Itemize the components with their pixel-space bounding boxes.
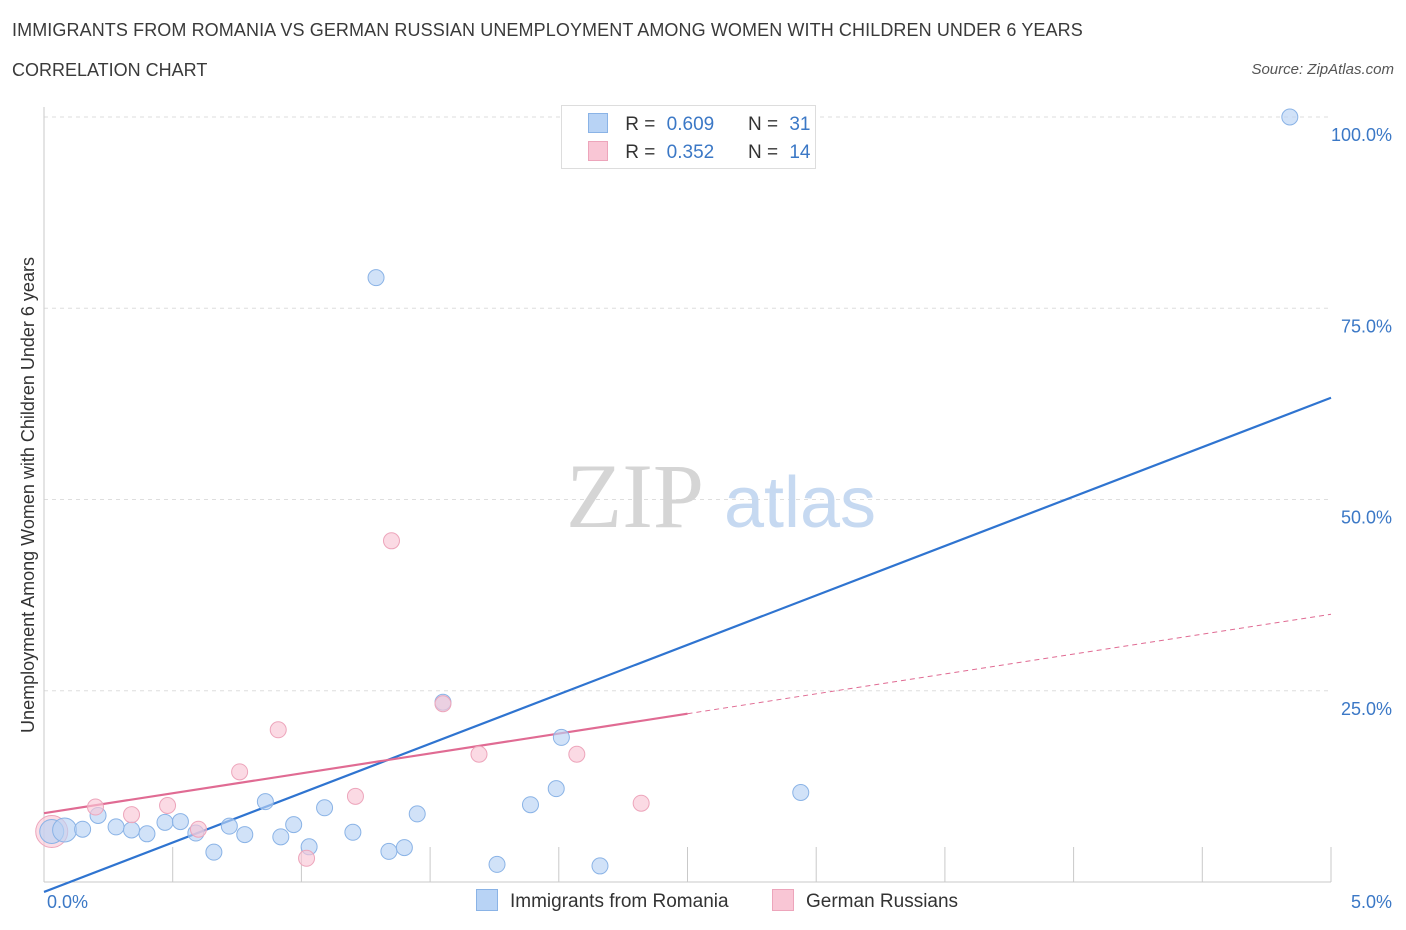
stats-row-german-russians: R = 0.352 N = 14 bbox=[588, 141, 810, 165]
data-point-romania bbox=[344, 823, 362, 841]
data-point-romania bbox=[123, 821, 141, 839]
data-point-german-russians bbox=[298, 849, 316, 867]
data-point-german-russians bbox=[189, 820, 207, 838]
r-label: R = bbox=[625, 142, 656, 163]
data-point-romania bbox=[488, 855, 506, 873]
data-point-romania bbox=[380, 842, 398, 860]
y-tick-label: 100.0% bbox=[1331, 125, 1392, 145]
data-points bbox=[35, 108, 1299, 875]
n-value-german-russians: 14 bbox=[789, 142, 811, 163]
y-tick-label: 25.0% bbox=[1341, 699, 1392, 719]
swatch-german-russians bbox=[588, 141, 608, 161]
data-point-romania bbox=[1281, 108, 1299, 126]
stats-legend: R = 0.609 N = 31 R = 0.352 N = 14 bbox=[561, 105, 816, 169]
data-point-german-russians bbox=[86, 798, 104, 816]
swatch-romania bbox=[588, 113, 608, 133]
legend-item-romania[interactable]: Immigrants from Romania bbox=[476, 889, 729, 913]
trend-line-german-russians-extension bbox=[687, 613, 1332, 715]
data-point-german-russians bbox=[231, 763, 249, 781]
watermark-atlas: atlas bbox=[724, 463, 876, 543]
data-point-romania bbox=[521, 796, 539, 814]
data-point-german-russians bbox=[568, 745, 586, 763]
data-point-german-russians bbox=[269, 721, 287, 739]
tick-labels: 25.0% 50.0% 75.0% 100.0% 0.0% 5.0% bbox=[47, 125, 1392, 912]
trend-lines bbox=[43, 396, 1332, 893]
data-point-romania bbox=[74, 820, 92, 838]
data-point-german-russians bbox=[632, 794, 650, 812]
stats-row-romania: R = 0.609 N = 31 bbox=[588, 113, 810, 137]
legend-label-romania: Immigrants from Romania bbox=[510, 891, 729, 912]
watermark-zip: ZIP bbox=[566, 445, 704, 547]
data-point-romania bbox=[547, 780, 565, 798]
y-tick-label: 75.0% bbox=[1341, 316, 1392, 336]
data-point-romania bbox=[316, 799, 334, 817]
data-point-romania bbox=[52, 817, 78, 843]
source-credit: Source: ZipAtlas.com bbox=[1251, 61, 1394, 78]
n-value-romania: 31 bbox=[789, 114, 811, 135]
data-point-german-russians bbox=[434, 695, 452, 713]
data-point-romania bbox=[285, 816, 303, 834]
legend-item-german-russians[interactable]: German Russians bbox=[772, 889, 958, 913]
data-point-romania bbox=[591, 857, 609, 875]
data-point-romania bbox=[138, 825, 156, 843]
data-point-romania bbox=[205, 843, 223, 861]
r-value-german-russians: 0.352 bbox=[666, 142, 715, 163]
data-point-romania bbox=[367, 269, 385, 287]
data-point-romania bbox=[408, 805, 426, 823]
data-point-romania bbox=[792, 783, 810, 801]
data-point-german-russians bbox=[382, 532, 400, 550]
y-axis-label: Unemployment Among Women with Children U… bbox=[18, 257, 38, 733]
legend-swatch-german-russians bbox=[772, 889, 794, 911]
data-point-romania bbox=[220, 817, 238, 835]
data-point-romania bbox=[256, 793, 274, 811]
data-point-romania bbox=[236, 826, 254, 844]
gridlines bbox=[44, 116, 1331, 692]
legend-swatch-romania bbox=[476, 889, 498, 911]
y-tick-label: 50.0% bbox=[1341, 508, 1392, 528]
data-point-german-russians bbox=[159, 797, 177, 814]
data-point-romania bbox=[171, 813, 189, 831]
legend-label-german-russians: German Russians bbox=[806, 891, 959, 912]
data-point-romania bbox=[156, 813, 174, 831]
x-tick-label: 0.0% bbox=[47, 892, 88, 912]
data-point-romania bbox=[552, 728, 570, 746]
data-point-german-russians bbox=[123, 806, 141, 824]
data-point-german-russians bbox=[470, 745, 488, 763]
r-label: R = bbox=[625, 114, 656, 135]
data-point-romania bbox=[272, 828, 290, 846]
data-point-romania bbox=[395, 839, 413, 857]
data-point-romania bbox=[107, 818, 125, 836]
r-value-romania: 0.609 bbox=[666, 114, 715, 135]
x-tick-label: 5.0% bbox=[1351, 892, 1392, 912]
chart-title: IMMIGRANTS FROM ROMANIA VS GERMAN RUSSIA… bbox=[12, 20, 1083, 40]
trend-line-german-russians bbox=[43, 712, 688, 815]
axes bbox=[43, 107, 1332, 883]
chart-subtitle: CORRELATION CHART bbox=[12, 60, 208, 80]
n-label: N = bbox=[747, 114, 779, 135]
trend-line-romania bbox=[43, 396, 1332, 893]
n-label: N = bbox=[747, 142, 779, 163]
data-point-german-russians bbox=[346, 787, 364, 805]
